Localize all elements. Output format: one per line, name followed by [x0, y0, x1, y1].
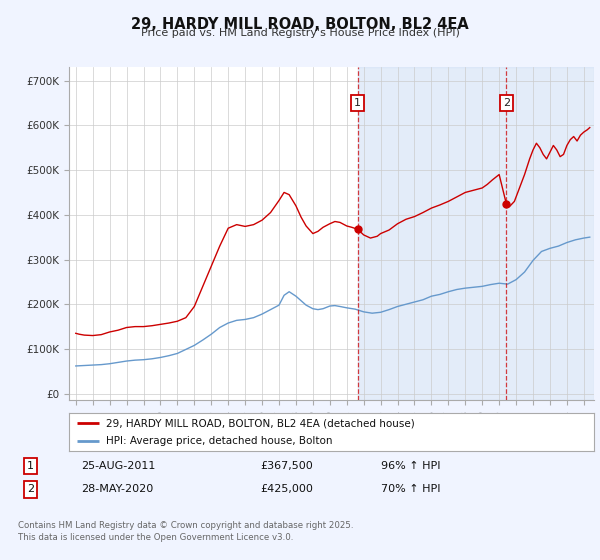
Text: Contains HM Land Registry data © Crown copyright and database right 2025.
This d: Contains HM Land Registry data © Crown c…: [18, 521, 353, 542]
Text: HPI: Average price, detached house, Bolton: HPI: Average price, detached house, Bolt…: [106, 436, 332, 446]
Text: 29, HARDY MILL ROAD, BOLTON, BL2 4EA: 29, HARDY MILL ROAD, BOLTON, BL2 4EA: [131, 17, 469, 32]
Text: 2: 2: [503, 98, 510, 108]
Text: Price paid vs. HM Land Registry's House Price Index (HPI): Price paid vs. HM Land Registry's House …: [140, 28, 460, 38]
Text: 1: 1: [354, 98, 361, 108]
Text: 96% ↑ HPI: 96% ↑ HPI: [381, 461, 440, 471]
Text: £367,500: £367,500: [260, 461, 313, 471]
Text: 29, HARDY MILL ROAD, BOLTON, BL2 4EA (detached house): 29, HARDY MILL ROAD, BOLTON, BL2 4EA (de…: [106, 418, 415, 428]
Text: 25-AUG-2011: 25-AUG-2011: [82, 461, 156, 471]
Text: 2: 2: [27, 484, 34, 494]
Bar: [358, 67, 594, 400]
Text: £425,000: £425,000: [260, 484, 313, 494]
Text: 70% ↑ HPI: 70% ↑ HPI: [381, 484, 440, 494]
Text: 28-MAY-2020: 28-MAY-2020: [82, 484, 154, 494]
Text: 1: 1: [27, 461, 34, 471]
